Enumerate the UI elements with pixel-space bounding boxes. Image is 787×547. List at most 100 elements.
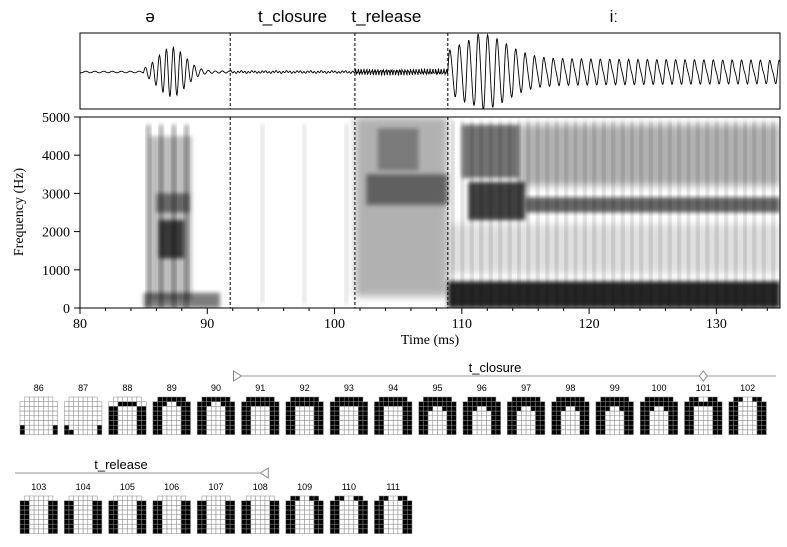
epg-electrode	[176, 401, 182, 407]
epg-electrode	[304, 514, 310, 520]
epg-electrode	[752, 415, 758, 421]
epg-electrode	[728, 424, 734, 431]
glottal-striation	[564, 120, 568, 308]
x-tick-label: 130	[706, 317, 727, 332]
epg-electrode	[623, 420, 630, 426]
epg-electrode	[451, 420, 457, 426]
epg-electrode	[752, 401, 758, 407]
epg-electrode	[574, 424, 581, 431]
epg-electrode	[530, 396, 536, 402]
epg-electrode	[672, 424, 679, 431]
epg-electrode	[339, 495, 345, 501]
epg-electrode	[220, 420, 226, 426]
epg-electrode	[737, 410, 744, 417]
epg-electrode	[437, 396, 443, 402]
epg-electrode	[693, 429, 699, 435]
epg-electrode	[225, 406, 231, 412]
epg-electrode	[619, 420, 625, 426]
epg-electrode	[614, 415, 620, 421]
epg-electrode	[495, 420, 501, 426]
epg-electrode	[171, 519, 177, 525]
epg-frame-label: 104	[76, 482, 91, 492]
epg-electrode	[245, 523, 252, 530]
epg-frame-label: 109	[297, 482, 312, 492]
epg-electrode	[507, 410, 513, 417]
epg-electrode	[318, 528, 324, 534]
epg-electrode	[556, 410, 562, 417]
epg-electrode	[437, 401, 443, 407]
epg-electrode	[644, 424, 650, 431]
epg-electrode	[225, 509, 231, 516]
epg-electrode	[245, 495, 252, 501]
epg-electrode	[127, 429, 133, 435]
epg-electrode	[495, 415, 501, 421]
epg-electrode	[241, 420, 247, 426]
epg-electrode	[299, 505, 305, 511]
epg-electrode	[728, 410, 734, 417]
epg-electrode	[467, 420, 473, 426]
epg-electrode	[476, 420, 483, 426]
epg-electrode	[73, 415, 79, 421]
epg-electrode	[87, 495, 93, 501]
epg-electrode	[511, 410, 517, 417]
epg-electrode	[157, 410, 163, 417]
epg-electrode	[432, 396, 438, 402]
epg-electrode	[68, 406, 74, 412]
epg-electrode	[313, 528, 319, 534]
epg-electrode	[82, 410, 89, 417]
epg-electrode	[260, 420, 266, 426]
epg-electrode	[64, 500, 70, 506]
epg-electrode	[96, 429, 103, 435]
epg-electrode	[525, 429, 532, 435]
epg-electrode	[131, 500, 138, 506]
epg-electrode	[113, 505, 119, 511]
epg-electrode	[152, 523, 158, 530]
epg-electrode	[245, 505, 252, 511]
epg-electrode	[437, 410, 443, 417]
glottal-striation	[146, 124, 151, 308]
epg-electrode	[511, 420, 517, 426]
epg-electrode	[605, 410, 611, 417]
epg-electrode	[157, 429, 163, 435]
epg-electrode	[600, 410, 606, 417]
epg-electrode	[742, 410, 748, 417]
epg-electrode	[43, 406, 49, 412]
epg-electrode	[206, 396, 212, 402]
epg-electrode	[43, 528, 49, 534]
epg-electrode	[162, 396, 168, 402]
glottal-striation	[715, 120, 719, 308]
epg-electrode	[220, 410, 226, 417]
epg-electrode	[446, 396, 452, 402]
epg-electrode	[96, 505, 103, 511]
epg-electrode	[185, 410, 191, 417]
glottal-striation	[743, 120, 747, 308]
epg-electrode	[47, 406, 54, 412]
epg-electrode	[703, 406, 709, 412]
epg-electrode	[476, 401, 483, 407]
epg-frame-label: 94	[388, 383, 398, 393]
epg-electrode	[229, 500, 236, 506]
epg-electrode	[737, 401, 744, 407]
epg-electrode	[250, 514, 256, 520]
epg-electrode	[92, 406, 98, 412]
epg-electrode	[481, 429, 487, 435]
epg-electrode	[82, 401, 89, 407]
epg-electrode	[339, 519, 345, 525]
glottal-striation	[621, 120, 624, 308]
epg-electrode	[668, 415, 674, 421]
epg-electrode	[712, 406, 718, 412]
epg-electrode	[551, 424, 557, 431]
epg-electrode	[693, 424, 699, 431]
epg-electrode	[255, 528, 261, 534]
epg-electrode	[241, 519, 247, 525]
epg-electrode	[225, 495, 231, 501]
epg-frame	[639, 396, 679, 435]
y-tick-label: 4000	[42, 149, 70, 164]
epg-electrode	[269, 396, 275, 402]
epg-electrode	[141, 401, 147, 407]
epg-electrode	[176, 495, 182, 501]
epg-electrode	[215, 429, 221, 435]
epg-frame-label: 108	[253, 482, 268, 492]
epg-electrode	[215, 410, 221, 417]
